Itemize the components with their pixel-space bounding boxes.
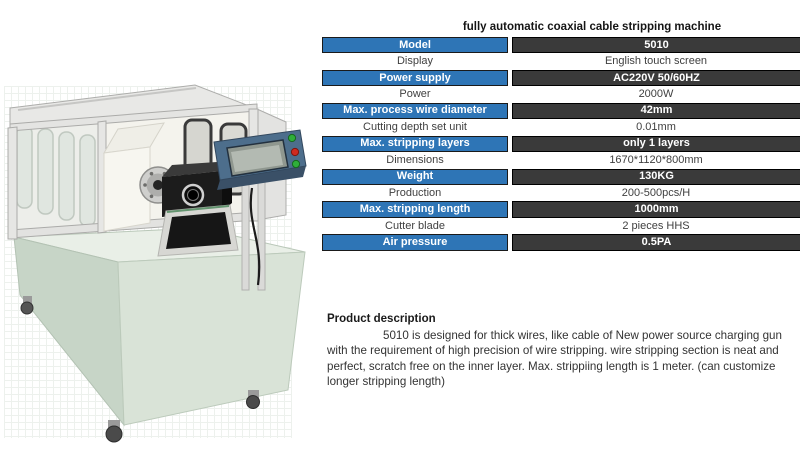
description-body: 5010 is designed for thick wires, like c…	[327, 328, 782, 389]
table-row: Air pressure 0.5PA	[320, 234, 800, 251]
table-row: Production 200-500pcs/H	[320, 185, 800, 201]
spec-value: only 1 layers	[512, 135, 800, 153]
spec-value: AC220V 50/60HZ	[512, 69, 800, 87]
table-row: Display English touch screen	[320, 53, 800, 69]
spec-label: Max. process wire diameter	[322, 102, 508, 120]
table-row: Power supply AC220V 50/60HZ	[320, 69, 800, 87]
spec-value: 200-500pcs/H	[621, 186, 691, 199]
table-row: Max. stripping layers only 1 layers	[320, 135, 800, 153]
spec-label: Power supply	[322, 69, 508, 87]
spec-value: 2000W	[638, 88, 674, 101]
machine-cabinet	[13, 227, 306, 443]
spec-label: Cutting depth set unit	[363, 120, 467, 133]
page-title: fully automatic coaxial cable stripping …	[462, 21, 722, 33]
spec-table: Model 5010 Display English touch screen …	[320, 37, 800, 251]
spec-label: Dimensions	[386, 153, 444, 166]
spec-value: 130KG	[512, 168, 800, 185]
table-row: Max. process wire diameter 42mm	[320, 102, 800, 120]
control-panel	[213, 129, 307, 291]
spec-value: 5010	[512, 37, 800, 54]
spec-label: Air pressure	[322, 234, 508, 251]
table-row: Dimensions 1670*1120*800mm	[320, 152, 800, 168]
caster-wheels	[20, 296, 260, 443]
spec-label: Display	[396, 55, 434, 68]
table-row: Weight 130KG	[320, 168, 800, 185]
machine-illustration	[7, 84, 307, 443]
spec-value: 42mm	[512, 102, 800, 120]
table-row: Max. stripping length 1000mm	[320, 201, 800, 218]
description-heading: Product description	[327, 312, 436, 325]
start-button	[287, 133, 297, 143]
spec-label: Power	[399, 88, 431, 101]
spec-sheet: fully automatic coaxial cable stripping …	[320, 0, 800, 390]
spec-label: Production	[388, 186, 442, 199]
spec-label: Model	[322, 37, 508, 54]
product-description: Product description 5010 is designed for…	[320, 313, 800, 390]
spec-value: 0.01mm	[636, 120, 676, 133]
spec-value: 1670*1120*800mm	[609, 153, 703, 166]
spec-value: 1000mm	[512, 201, 800, 218]
collection-chute	[157, 204, 239, 257]
spec-value: 0.5PA	[512, 234, 800, 251]
table-row: Cutter blade 2 pieces HHS	[320, 218, 800, 234]
door-windows	[16, 125, 96, 227]
spec-label: Weight	[322, 168, 508, 185]
spec-value: English touch screen	[604, 55, 708, 68]
machine-stripping-unit	[103, 122, 239, 257]
spec-value: 2 pieces HHS	[622, 219, 690, 232]
machine-photo	[0, 60, 318, 460]
table-row: Model 5010	[320, 37, 800, 54]
table-row: Cutting depth set unit 0.01mm	[320, 119, 800, 135]
stop-button	[290, 147, 300, 157]
table-row: Power 2000W	[320, 86, 800, 102]
spec-label: Max. stripping layers	[322, 135, 508, 153]
power-button	[291, 159, 301, 169]
panel-cable	[249, 187, 261, 286]
spec-label: Cutter blade	[385, 219, 445, 232]
spec-label: Max. stripping length	[322, 201, 508, 218]
